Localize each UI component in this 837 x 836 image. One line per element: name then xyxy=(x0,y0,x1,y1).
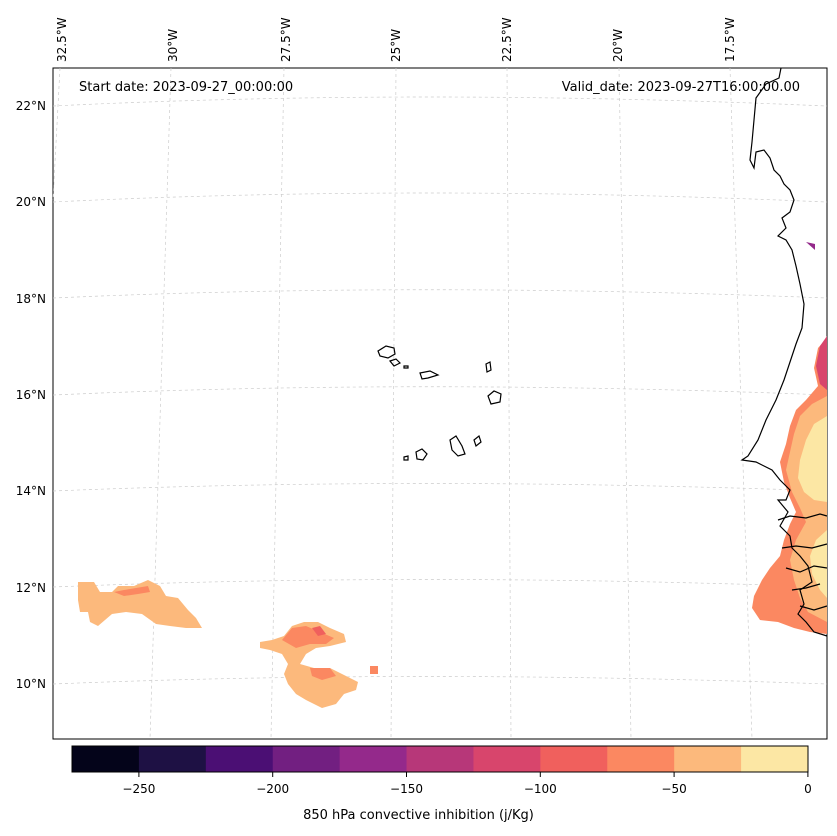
colorbar-swatch xyxy=(741,746,809,772)
colorbar-swatch xyxy=(205,746,274,772)
gridline-lon-17.5 xyxy=(729,67,753,740)
colorbar-swatch xyxy=(272,746,341,772)
colorbar-tick-label: −250 xyxy=(122,782,155,796)
cin-region-west-core xyxy=(114,586,150,596)
gridline-lon-22.5 xyxy=(506,67,512,740)
gridline-lon-25 xyxy=(390,67,397,740)
colorbar-tick-label: −150 xyxy=(390,782,423,796)
colorbar-swatch xyxy=(674,746,742,772)
island-sal xyxy=(485,361,492,373)
lon-label: 22.5°W xyxy=(500,17,514,62)
gridline-lon-27.5 xyxy=(270,67,285,740)
island-boa-vista xyxy=(487,390,502,405)
valid-date-label: Valid_date: 2023-09-27T16:00:00.00 xyxy=(562,80,800,95)
colorbar-swatch xyxy=(339,746,408,772)
lon-label: 30°W xyxy=(166,29,180,62)
lon-label: 25°W xyxy=(389,29,403,62)
colorbar-swatch xyxy=(406,746,474,772)
island-sao-nicolau xyxy=(419,370,440,380)
lon-label: 32.5°W xyxy=(55,17,69,62)
island-sao-vicente xyxy=(388,358,402,367)
cin-region-central-south xyxy=(310,668,336,680)
colorbar-swatch xyxy=(473,746,541,772)
start-date-label: Start date: 2023-09-27_00:00:00 xyxy=(79,80,293,95)
colorbar-tick-label: −100 xyxy=(524,782,557,796)
gridline-lon-30 xyxy=(149,67,172,740)
colorbar-tick-label: 0 xyxy=(804,782,812,796)
latitude-labels: 22°N 20°N 18°N 16°N 14°N 12°N 10°N xyxy=(16,99,46,691)
colorbar-swatch xyxy=(72,746,140,772)
lat-label: 18°N xyxy=(16,292,46,306)
island-santo-antao xyxy=(377,345,396,359)
cin-region-central xyxy=(260,622,358,708)
cin-region-coast-inner xyxy=(798,416,827,502)
island-maio xyxy=(473,434,482,448)
lat-label: 14°N xyxy=(16,484,46,498)
lat-label: 22°N xyxy=(16,99,46,113)
lat-label: 12°N xyxy=(16,581,46,595)
colorbar-swatch xyxy=(607,746,675,772)
graticule xyxy=(52,67,828,740)
longitude-labels: 32.5°W 30°W 27.5°W 25°W 22.5°W 20°W 17.5… xyxy=(55,17,737,62)
island-fogo xyxy=(415,448,428,461)
cin-region-coast-magenta xyxy=(816,336,827,390)
colorbar-label: 850 hPa convective inhibition (j/Kg) xyxy=(303,808,534,823)
cin-region-central-core2 xyxy=(312,626,326,636)
cin-region-west xyxy=(78,580,202,628)
lat-label: 20°N xyxy=(16,195,46,209)
island-brava xyxy=(403,455,409,461)
colorbar-frame xyxy=(71,745,809,773)
lat-label: 10°N xyxy=(16,677,46,691)
river-gambia xyxy=(777,513,828,611)
colorbar-ticks: −250 −200 −150 −100 −50 0 xyxy=(122,772,812,796)
cin-region-central-core xyxy=(282,626,334,648)
colorbar-tick-label: −50 xyxy=(661,782,686,796)
cin-region-north-purple xyxy=(806,242,815,250)
colorbar-swatch xyxy=(540,746,608,772)
map-frame xyxy=(52,67,828,740)
island-santa-luzia xyxy=(403,365,409,369)
lat-label: 16°N xyxy=(16,388,46,402)
colorbar xyxy=(72,746,809,772)
lon-label: 27.5°W xyxy=(279,17,293,62)
colorbar-tick-label: −200 xyxy=(256,782,289,796)
island-santiago xyxy=(449,435,466,457)
coastlines xyxy=(377,67,828,637)
gridline-lon-20 xyxy=(618,67,632,740)
cin-region-speck xyxy=(370,666,378,674)
lon-label: 20°W xyxy=(611,29,625,62)
africa-coastline xyxy=(740,67,828,637)
lon-label: 17.5°W xyxy=(723,17,737,62)
cin-contours xyxy=(78,242,827,708)
colorbar-swatch xyxy=(138,746,207,772)
gridline-lon-32.5 xyxy=(52,67,61,201)
